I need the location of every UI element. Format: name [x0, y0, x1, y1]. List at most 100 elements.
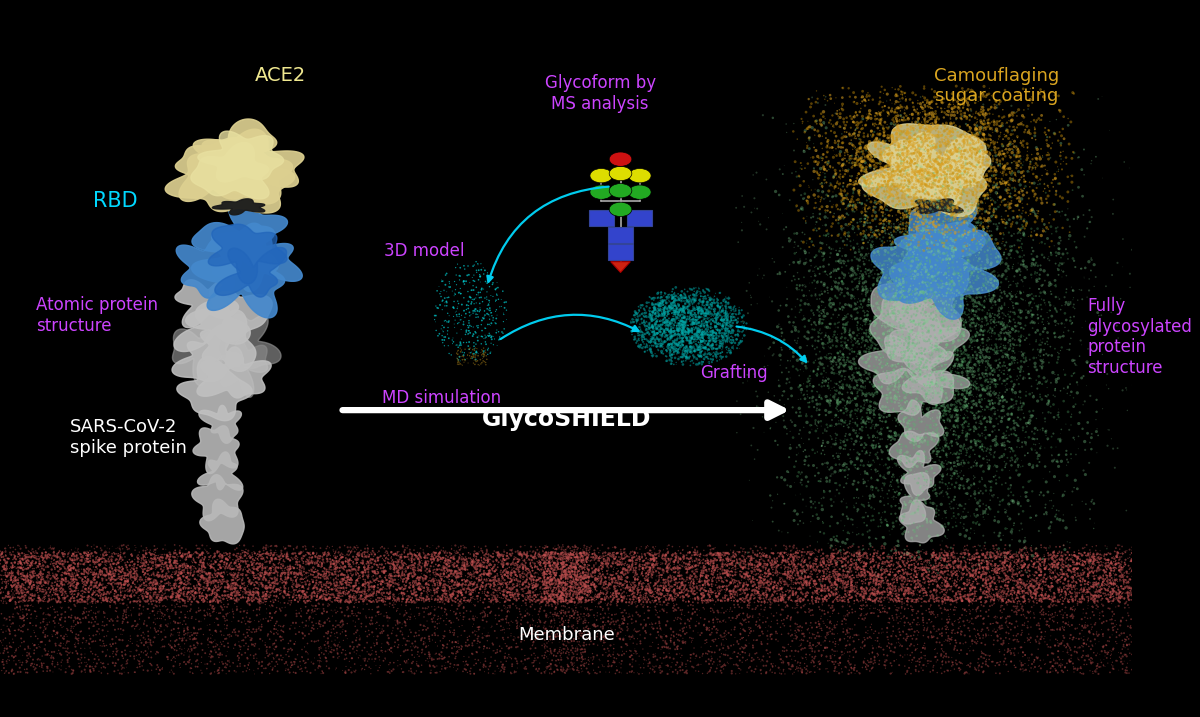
Point: [2, 561, 22, 572]
Point: [894, 626, 913, 637]
Point: [469, 330, 488, 341]
Point: [575, 542, 594, 554]
Point: [1086, 553, 1105, 564]
Point: [508, 619, 527, 631]
Point: [580, 564, 599, 576]
Point: [500, 594, 520, 606]
Point: [845, 127, 864, 138]
Point: [812, 318, 832, 329]
Point: [1004, 121, 1024, 133]
Point: [404, 589, 424, 600]
Point: [895, 132, 914, 143]
Point: [784, 351, 803, 362]
Point: [481, 579, 500, 591]
Point: [652, 662, 671, 673]
Point: [868, 286, 887, 298]
Point: [818, 190, 838, 201]
Point: [684, 578, 703, 589]
Point: [1001, 585, 1020, 597]
Point: [967, 586, 986, 597]
Point: [662, 349, 682, 361]
Point: [948, 404, 967, 416]
Point: [551, 554, 570, 565]
Point: [692, 327, 712, 338]
Point: [132, 579, 151, 590]
Point: [146, 648, 166, 660]
Point: [995, 322, 1014, 333]
Point: [877, 270, 896, 281]
Point: [809, 152, 828, 163]
Point: [908, 220, 928, 232]
Point: [541, 646, 560, 657]
Point: [817, 285, 836, 296]
Point: [1003, 275, 1022, 287]
Point: [683, 561, 702, 572]
Point: [206, 589, 226, 601]
Point: [236, 584, 256, 596]
Point: [842, 139, 862, 151]
Point: [575, 644, 594, 655]
Point: [811, 565, 830, 576]
Point: [937, 124, 956, 136]
Point: [160, 572, 179, 584]
Point: [565, 576, 584, 588]
Point: [764, 256, 784, 267]
Point: [7, 576, 26, 588]
Point: [557, 569, 576, 581]
Point: [550, 594, 569, 605]
Point: [845, 133, 864, 144]
Point: [1001, 174, 1020, 186]
Point: [674, 324, 694, 336]
Point: [1006, 622, 1025, 633]
Point: [1040, 666, 1060, 678]
Point: [650, 298, 670, 310]
Point: [442, 591, 461, 602]
Point: [908, 130, 928, 142]
Point: [874, 356, 893, 368]
Point: [905, 243, 924, 255]
Point: [680, 313, 700, 325]
Point: [340, 586, 359, 597]
Point: [954, 215, 973, 227]
Point: [806, 85, 826, 97]
Point: [942, 627, 961, 639]
Point: [612, 570, 631, 581]
Point: [514, 549, 533, 560]
Point: [648, 587, 667, 599]
Point: [970, 567, 989, 579]
Point: [718, 306, 737, 318]
Point: [641, 331, 660, 343]
Point: [845, 242, 864, 254]
Point: [850, 551, 869, 562]
Point: [558, 642, 577, 654]
Point: [204, 562, 223, 574]
Point: [103, 615, 122, 627]
Point: [932, 313, 952, 325]
Point: [958, 667, 977, 678]
Point: [778, 570, 797, 581]
Point: [842, 130, 862, 141]
Point: [848, 594, 868, 606]
Point: [932, 592, 952, 604]
Point: [949, 452, 968, 463]
Point: [962, 342, 982, 353]
Point: [1012, 242, 1031, 253]
Point: [870, 415, 889, 427]
Point: [464, 549, 484, 560]
Point: [688, 547, 707, 559]
Point: [906, 144, 925, 156]
Point: [1068, 665, 1087, 676]
Point: [451, 270, 470, 282]
Point: [428, 653, 448, 665]
Point: [916, 595, 935, 607]
Point: [601, 596, 620, 607]
Point: [712, 571, 731, 583]
Point: [934, 118, 953, 129]
Point: [964, 588, 983, 599]
Point: [920, 118, 940, 129]
Point: [144, 552, 163, 564]
Point: [869, 568, 888, 579]
Point: [912, 256, 931, 267]
Point: [877, 337, 896, 348]
Point: [1000, 199, 1019, 210]
